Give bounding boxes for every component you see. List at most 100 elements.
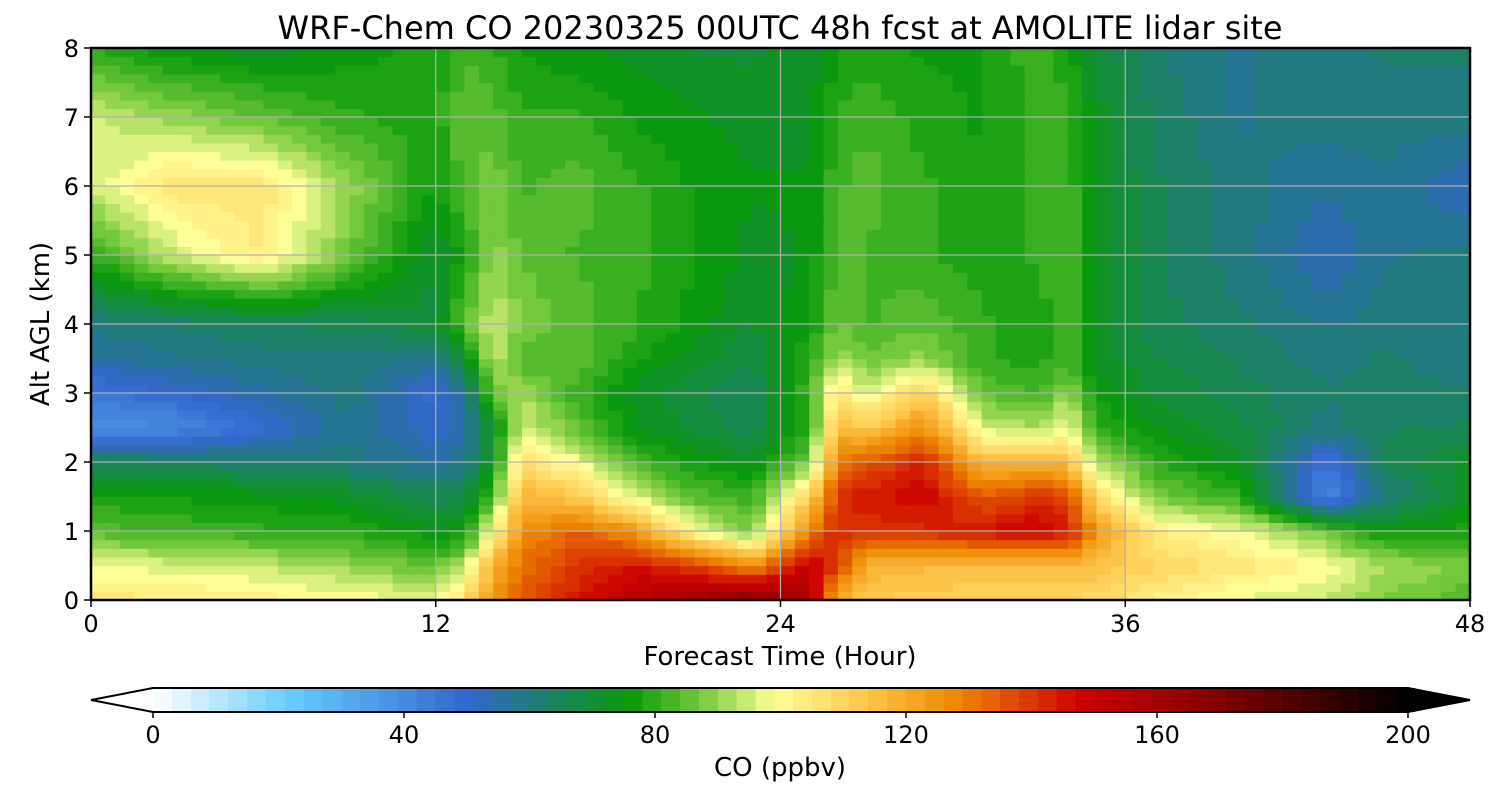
heatmap-cell [421, 56, 437, 66]
heatmap-cell [723, 315, 738, 325]
heatmap-cell [205, 375, 221, 385]
heatmap-cell [981, 375, 997, 385]
heatmap-cell [1082, 220, 1098, 230]
heatmap-cell [119, 556, 135, 567]
heatmap-cell [579, 487, 595, 498]
heatmap-cell [407, 470, 422, 480]
heatmap-cell [536, 229, 552, 239]
heatmap-cell [924, 436, 940, 446]
heatmap-cell [507, 427, 523, 437]
heatmap-cell [478, 211, 494, 222]
heatmap-cell [636, 548, 652, 558]
heatmap-cell [277, 513, 293, 523]
heatmap-cell [794, 582, 810, 592]
heatmap-cell [895, 574, 911, 584]
heatmap-cell [679, 134, 695, 144]
heatmap-cell [1197, 513, 1213, 523]
heatmap-cell [1125, 194, 1141, 204]
heatmap-cell [1182, 462, 1198, 472]
heatmap-cell [866, 272, 882, 282]
heatmap-cell [1082, 203, 1098, 213]
heatmap-cell [909, 82, 925, 92]
heatmap-cell [464, 73, 480, 84]
heatmap-cell [794, 531, 810, 541]
heatmap-cell [234, 539, 250, 549]
heatmap-cell [1024, 315, 1040, 325]
heatmap-cell [694, 229, 710, 239]
heatmap-cell [608, 186, 624, 196]
heatmap-cell [895, 479, 911, 489]
heatmap-cell [981, 125, 997, 135]
heatmap-cell [665, 531, 681, 541]
heatmap-cell [349, 229, 365, 239]
heatmap-cell [766, 125, 782, 135]
heatmap-cell [593, 496, 609, 506]
heatmap-cell [593, 332, 609, 342]
heatmap-cell [421, 229, 437, 239]
heatmap-cell [1024, 298, 1040, 308]
heatmap-cell [536, 289, 552, 299]
heatmap-cell [392, 487, 408, 498]
heatmap-cell [450, 574, 466, 584]
heatmap-cell [1182, 436, 1198, 446]
heatmap-cell [1125, 496, 1141, 506]
heatmap-cell [895, 341, 911, 351]
heatmap-cell [550, 436, 566, 446]
heatmap-cell [162, 591, 178, 601]
heatmap-cell [177, 246, 193, 256]
heatmap-cell [105, 306, 121, 316]
heatmap-cell [1053, 358, 1069, 368]
heatmap-cell [823, 574, 839, 584]
heatmap-cell [191, 229, 207, 239]
heatmap-cell [737, 556, 753, 567]
heatmap-cell [995, 574, 1011, 584]
heatmap-cell [1024, 263, 1040, 273]
heatmap-cell [909, 56, 925, 66]
heatmap-cell [536, 82, 552, 92]
heatmap-cell [306, 48, 322, 58]
heatmap-cell [234, 151, 250, 161]
heatmap-cell [938, 574, 954, 584]
heatmap-cell [263, 289, 279, 299]
heatmap-cell [665, 453, 681, 463]
heatmap-cell [694, 565, 710, 575]
heatmap-cell [593, 91, 609, 101]
heatmap-cell [1197, 375, 1213, 385]
heatmap-cell [148, 436, 164, 446]
heatmap-cell [809, 315, 825, 325]
heatmap-cell [852, 65, 868, 75]
heatmap-cell [378, 255, 394, 265]
heatmap-cell [837, 134, 853, 144]
heatmap-cell [967, 168, 983, 178]
heatmap-cell [694, 367, 710, 377]
heatmap-cell [478, 487, 494, 498]
heatmap-cell [1096, 48, 1112, 58]
heatmap-cell [651, 246, 667, 256]
heatmap-cell [938, 125, 954, 135]
heatmap-cell [622, 505, 638, 515]
heatmap-cell [565, 453, 580, 463]
heatmap-cell [148, 134, 164, 144]
heatmap-cell [91, 375, 106, 385]
heatmap-cell [751, 470, 767, 480]
heatmap-cell [1110, 462, 1126, 472]
heatmap-cell [766, 556, 782, 567]
heatmap-cell [421, 513, 437, 523]
heatmap-cell [708, 574, 724, 584]
heatmap-cell [1182, 160, 1198, 170]
heatmap-cell [938, 255, 954, 265]
heatmap-cell [148, 151, 164, 161]
heatmap-cell [407, 117, 422, 127]
heatmap-cell [249, 479, 264, 489]
heatmap-cell [622, 229, 638, 239]
heatmap-cell [292, 91, 308, 101]
heatmap-cell [249, 591, 264, 601]
heatmap-cell [263, 125, 279, 135]
heatmap-cell [737, 186, 753, 196]
heatmap-cell [852, 479, 868, 489]
heatmap-cell [1182, 237, 1198, 247]
heatmap-cell [478, 306, 494, 316]
heatmap-cell [895, 487, 911, 498]
heatmap-cell [766, 505, 782, 515]
heatmap-cell [177, 82, 193, 92]
